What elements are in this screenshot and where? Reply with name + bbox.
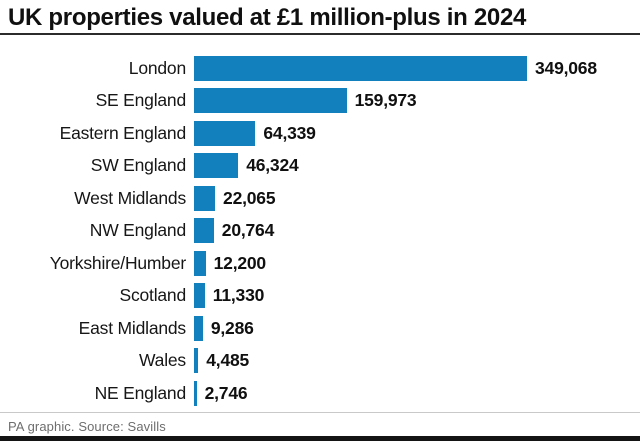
chart-row: Eastern England 64,339 [0,117,640,150]
value-label: 22,065 [223,187,276,208]
chart-row: East Midlands 9,286 [0,312,640,345]
page-title: UK properties valued at £1 million-plus … [8,4,527,31]
category-label: NW England [89,220,186,241]
bar [194,88,347,114]
bar-chart: London 349,068 SE England 159,973 Eastern En… [0,35,640,410]
value-label: 11,330 [212,285,265,306]
chart-row: NE England 2,746 [0,377,640,410]
bar [194,348,199,374]
value-label: 64,339 [263,122,316,143]
chart-row: Yorkshire/Humber 12,200 [0,247,640,280]
value-label: 12,200 [213,252,267,273]
bar [194,380,197,406]
category-label: NE England [94,382,187,403]
chart-row: SW England 46,324 [0,150,640,183]
category-label: Eastern England [59,122,187,143]
category-label: West Midlands [74,187,186,208]
chart-row: NW England 20,764 [0,215,640,248]
category-label: Wales [139,350,186,371]
chart-row: London 349,068 [0,52,640,85]
value-label: 20,764 [221,220,275,241]
chart-row: Wales 4,485 [0,345,640,378]
bar [194,55,527,81]
category-label: Yorkshire/Humber [49,252,186,273]
bar [194,185,216,211]
category-label: East Midlands [78,317,187,338]
bar [194,315,203,341]
chart-row: Scotland 11,330 [0,280,640,313]
value-label: 349,068 [535,57,597,78]
chart-row: SE England 159,973 [0,85,640,118]
value-label: 2,746 [204,382,248,403]
value-label: 159,973 [354,90,417,111]
bar [194,283,205,309]
source-credit: PA graphic. Source: Savills [8,419,166,434]
category-label: SE England [95,90,187,111]
value-label: 4,485 [206,350,250,371]
footer: PA graphic. Source: Savills [0,412,640,436]
bar [194,153,239,179]
value-label: 46,324 [246,155,299,176]
chart-row: West Midlands 22,065 [0,182,640,215]
category-label: SW England [90,155,186,176]
value-label: 9,286 [210,317,254,338]
bar [194,250,206,276]
category-label: London [128,57,186,78]
bar [194,218,214,244]
category-label: Scotland [119,285,186,306]
bar [194,120,256,146]
title-divider [0,33,640,35]
bottom-rule [0,436,640,441]
